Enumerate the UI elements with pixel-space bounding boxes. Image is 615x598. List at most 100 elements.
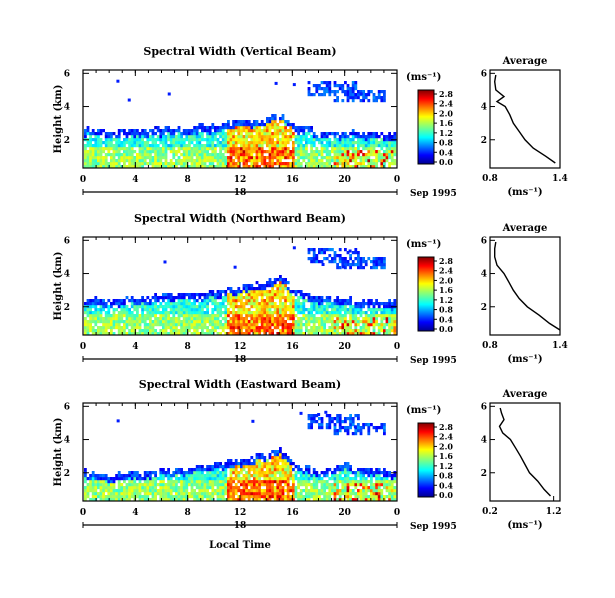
- heatmap-cell: [284, 135, 287, 139]
- heatmap-cell: [380, 159, 384, 163]
- heatmap-cell: [346, 87, 350, 91]
- heatmap-cell: [380, 308, 384, 312]
- heatmap-cell: [102, 305, 105, 309]
- heatmap-cell: [125, 492, 129, 496]
- heatmap-cell: [250, 159, 254, 163]
- heatmap-cell: [341, 90, 345, 94]
- heatmap-cell: [185, 329, 189, 333]
- heatmap-cell: [383, 162, 386, 166]
- heatmap-cell: [281, 132, 285, 136]
- heatmap-cell: [258, 474, 261, 478]
- heatmap-cell: [198, 326, 202, 330]
- heatmap-cell: [240, 305, 243, 309]
- heatmap-cell: [377, 489, 381, 493]
- heatmap-cell: [268, 489, 272, 493]
- heatmap-cell: [250, 138, 254, 142]
- heatmap-cell: [206, 329, 209, 333]
- heatmap-cell: [253, 299, 256, 303]
- heatmap-cell: [383, 260, 386, 264]
- heatmap-cell: [380, 314, 384, 318]
- heatmap-cell: [336, 141, 339, 145]
- heatmap-cell: [242, 480, 246, 484]
- heatmap-cell: [390, 141, 394, 145]
- heatmap-cell: [297, 290, 300, 294]
- heatmap-cell: [273, 489, 277, 493]
- heatmap-cell: [232, 120, 235, 124]
- heatmap-cell: [260, 323, 264, 327]
- heatmap-cell: [201, 305, 204, 309]
- heatmap-cell: [214, 326, 217, 330]
- heatmap-cell: [221, 290, 225, 294]
- heatmap-cell: [240, 299, 243, 303]
- heatmap-cell: [123, 299, 126, 303]
- heatmap-cell: [320, 420, 324, 424]
- heatmap-cell: [349, 144, 352, 148]
- heatmap-cell: [164, 162, 168, 166]
- heatmap-cell: [263, 126, 267, 130]
- heatmap-cell: [245, 314, 248, 318]
- heatmap-cell: [383, 311, 386, 315]
- heatmap-cell: [177, 159, 181, 163]
- heatmap-cell: [338, 471, 342, 475]
- heatmap-cell: [234, 120, 238, 124]
- heatmap-cell: [279, 141, 282, 145]
- heatmap-cell: [284, 296, 287, 300]
- heatmap-cell: [388, 162, 391, 166]
- heatmap-cell: [346, 162, 350, 166]
- heatmap-cell: [89, 141, 92, 145]
- heatmap-cell: [266, 498, 269, 502]
- heatmap-cell: [351, 138, 355, 142]
- heatmap-cell: [372, 492, 376, 496]
- heatmap-cell: [214, 462, 217, 466]
- heatmap-cell: [247, 293, 251, 297]
- heatmap-cell: [354, 414, 358, 418]
- heatmap-cell: [227, 486, 230, 490]
- heatmap-cell: [385, 486, 389, 490]
- heatmap-cell: [250, 305, 254, 309]
- heatmap-cell: [138, 474, 142, 478]
- heatmap-cell: [141, 314, 144, 318]
- heatmap-cell: [247, 332, 251, 336]
- heatmap-cell: [237, 462, 241, 466]
- heatmap-cell: [349, 426, 352, 430]
- heatmap-cell: [367, 468, 371, 472]
- heatmap-cell: [315, 414, 319, 418]
- heatmap-cell: [377, 305, 381, 309]
- heatmap-cell: [203, 495, 207, 499]
- heatmap-cell: [273, 126, 277, 130]
- heatmap-cell: [281, 326, 285, 330]
- heatmap-cell: [232, 147, 235, 151]
- heatmap-cell: [253, 135, 256, 139]
- heatmap-cell: [333, 135, 337, 139]
- heatmap-cell: [328, 138, 332, 142]
- heatmap-cell: [273, 480, 277, 484]
- heatmap-cell: [380, 495, 384, 499]
- heatmap-cell: [162, 332, 165, 336]
- heatmap-cell: [162, 144, 165, 148]
- heatmap-cell: [89, 156, 92, 160]
- heatmap-cell: [97, 311, 100, 315]
- heatmap-cell: [367, 305, 371, 309]
- heatmap-cell: [203, 293, 207, 297]
- heatmap-cell: [193, 308, 196, 312]
- heatmap-cell: [286, 305, 290, 309]
- heatmap-cell: [169, 317, 173, 321]
- heatmap-cell: [198, 314, 202, 318]
- heatmap-cell: [190, 305, 194, 309]
- heatmap-cell: [344, 165, 347, 169]
- heatmap-cell: [273, 114, 277, 118]
- heatmap-cell: [136, 477, 139, 481]
- heatmap-cell: [276, 483, 280, 487]
- heatmap-cell: [273, 323, 277, 327]
- heatmap-cell: [195, 329, 199, 333]
- heatmap-cell: [286, 153, 290, 157]
- heatmap-cell: [351, 135, 355, 139]
- heatmap-cell: [284, 314, 287, 318]
- heatmap-cell: [162, 320, 165, 324]
- heatmap-cell: [159, 489, 163, 493]
- heatmap-cell: [286, 468, 290, 472]
- heatmap-cell: [388, 471, 391, 475]
- heatmap-cell: [315, 135, 319, 139]
- heatmap-cell: [242, 159, 246, 163]
- heatmap-cell: [221, 474, 225, 478]
